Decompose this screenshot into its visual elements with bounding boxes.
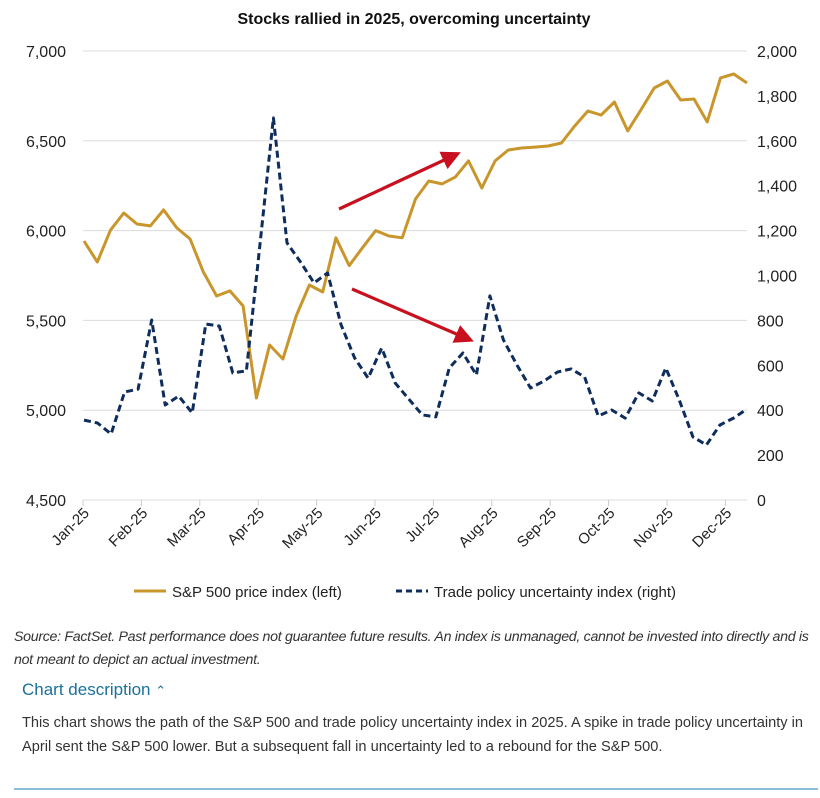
x-tick-label: May-25: [279, 505, 326, 552]
line-chart: Stocks rallied in 2025, overcoming uncer…: [26, 11, 797, 601]
y-left-tick-label: 4,500: [26, 493, 66, 510]
y-right-tick-label: 1,400: [757, 179, 797, 196]
y-left-tick-label: 6,500: [26, 134, 66, 151]
y-right-tick-label: 200: [757, 448, 784, 465]
legend-label-uncertainty: Trade policy uncertainty index (right): [434, 584, 676, 601]
chart-description-text: This chart shows the path of the S&P 500…: [22, 715, 803, 755]
chart-title: Stocks rallied in 2025, overcoming uncer…: [237, 11, 590, 28]
y-left-tick-label: 6,000: [26, 224, 66, 241]
y-right-tick-label: 1,800: [757, 89, 797, 106]
x-tick-label: Jun-25: [340, 505, 384, 549]
y-right-tick-label: 1,600: [757, 134, 797, 151]
chart-description-toggle[interactable]: Chart description ⌃: [22, 680, 166, 700]
chevron-up-icon: ⌃: [155, 683, 167, 698]
y-left-tick-label: 7,000: [26, 44, 66, 61]
annotations: [338, 151, 474, 343]
arrow-down-annotation: [351, 287, 474, 343]
chart-description-label: Chart description: [22, 680, 151, 699]
x-tick-label: Jul-25: [402, 505, 443, 546]
x-tick-label: Feb-25: [106, 505, 152, 551]
uncertainty-line: [83, 116, 748, 447]
y-right-tick-label: 2,000: [757, 44, 797, 61]
x-tick-label: Sep-25: [514, 505, 560, 551]
legend-label-sp500: S&P 500 price index (left): [172, 584, 342, 601]
x-tick-label: Nov-25: [631, 505, 677, 551]
source-note: Source: FactSet. Past performance does n…: [14, 629, 809, 668]
x-tick-label: Dec-25: [689, 505, 735, 551]
arrow-up-annotation: [338, 151, 461, 211]
y-left-tick-label: 5,000: [26, 403, 66, 420]
x-tick-label: Jan-25: [48, 505, 92, 549]
y-right-tick-label: 400: [757, 403, 784, 420]
y-left-tick-label: 5,500: [26, 313, 66, 330]
y-right-tick-label: 1,000: [757, 269, 797, 286]
x-tick-label: Apr-25: [224, 505, 268, 549]
x-tick-label: Aug-25: [455, 505, 501, 551]
sp500-line: [82, 72, 748, 400]
legend: S&P 500 price index (left) Trade policy …: [134, 584, 676, 601]
x-tick-label: Mar-25: [164, 505, 210, 551]
y-right-tick-label: 800: [757, 313, 784, 330]
x-tick-label: Oct-25: [575, 505, 619, 549]
y-right-tick-label: 600: [757, 358, 784, 375]
y-right-tick-label: 0: [757, 493, 766, 510]
y-right-tick-label: 1,200: [757, 224, 797, 241]
divider: [14, 788, 818, 790]
